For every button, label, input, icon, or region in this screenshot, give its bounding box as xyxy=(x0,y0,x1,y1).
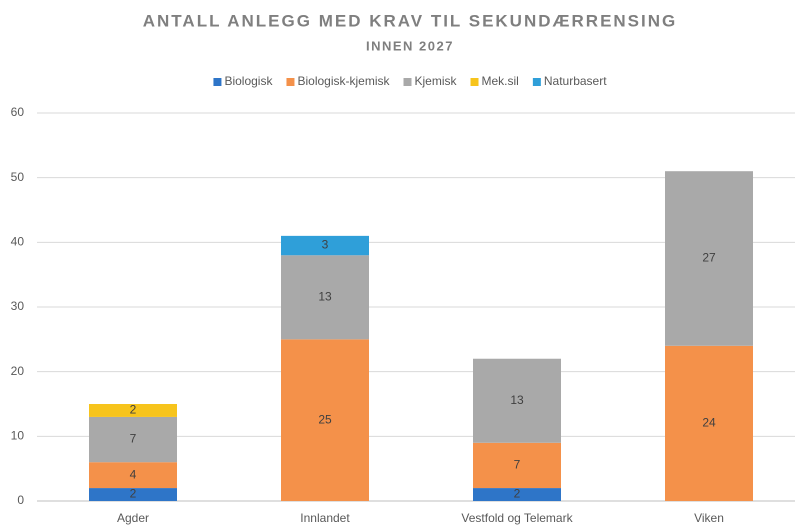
legend-swatch xyxy=(532,78,541,86)
bar-segment xyxy=(89,416,177,463)
legend-swatch xyxy=(470,78,479,86)
data-label: 2 xyxy=(130,487,137,501)
bar-segment xyxy=(473,442,561,489)
bar-segment xyxy=(89,488,177,501)
data-label: 7 xyxy=(514,458,521,472)
y-tick-label: 0 xyxy=(17,493,24,507)
bar-segment xyxy=(281,235,369,256)
y-tick-label: 40 xyxy=(11,235,25,249)
y-tick-label: 50 xyxy=(11,170,25,184)
legend-swatch xyxy=(286,78,295,86)
data-label: 3 xyxy=(322,238,329,252)
legend-label: Mek.sil xyxy=(482,74,519,88)
bar-segment xyxy=(665,345,753,501)
data-label: 2 xyxy=(514,487,521,501)
legend-swatch xyxy=(213,78,222,86)
bar-segment xyxy=(473,358,561,443)
y-tick-label: 60 xyxy=(11,105,25,119)
legend-label: Biologisk-kjemisk xyxy=(297,74,390,88)
y-tick-label: 20 xyxy=(11,364,25,378)
data-label: 13 xyxy=(510,393,524,407)
bar-segment xyxy=(89,404,177,417)
y-tick-label: 30 xyxy=(11,299,25,313)
chart-subtitle: INNEN 2027 xyxy=(366,38,454,53)
bar-segment xyxy=(89,462,177,489)
data-label: 4 xyxy=(130,467,137,481)
legend-swatch xyxy=(403,78,412,86)
legend-label: Biologisk xyxy=(224,74,273,88)
bar-segment xyxy=(473,488,561,501)
bar-segment xyxy=(281,339,369,501)
x-tick-label: Innlandet xyxy=(300,511,350,525)
data-label: 27 xyxy=(702,251,716,265)
bar-segment xyxy=(281,255,369,340)
x-tick-label: Agder xyxy=(117,511,149,525)
data-label: 24 xyxy=(702,416,716,430)
data-label: 13 xyxy=(318,289,332,303)
data-label: 7 xyxy=(130,432,137,446)
x-tick-label: Viken xyxy=(694,511,724,525)
data-label: 2 xyxy=(130,403,137,417)
y-tick-label: 10 xyxy=(11,429,25,443)
chart-title: ANTALL ANLEGG MED KRAV TIL SEKUNDÆRRENSI… xyxy=(143,11,678,30)
legend-label: Kjemisk xyxy=(415,74,458,88)
bar-segment xyxy=(665,171,753,346)
legend-label: Naturbasert xyxy=(544,74,607,88)
data-label: 25 xyxy=(318,412,332,426)
x-tick-label: Vestfold og Telemark xyxy=(461,511,573,525)
